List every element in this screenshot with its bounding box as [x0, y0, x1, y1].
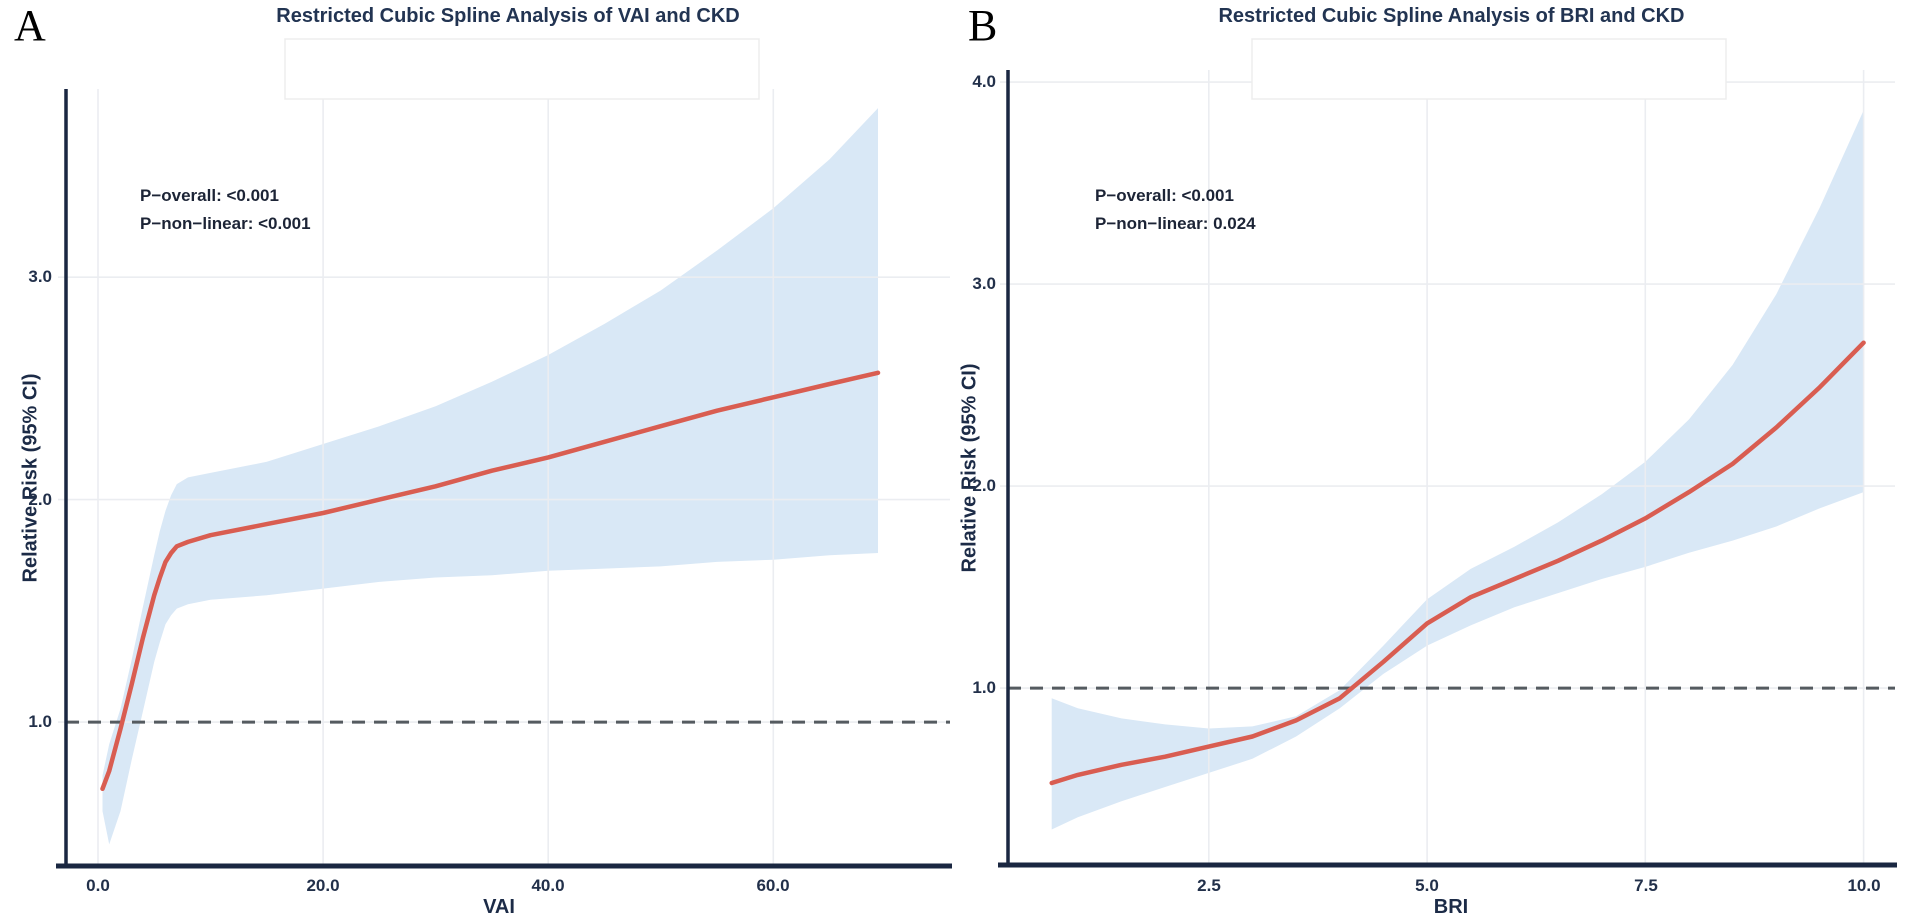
panel-a-chart [56, 38, 952, 869]
spline-curve [1049, 340, 1866, 786]
panel-b-x-tick: 7.5 [1634, 876, 1658, 895]
panel-a-x-tick: 0.0 [86, 876, 110, 895]
panel-b-y-tick: 3.0 [972, 274, 996, 293]
panel-a-y-axis-title: Relative Risk (95% CI) [19, 373, 42, 583]
panel-a-x-tick: 60.0 [756, 876, 790, 895]
panel-b-annotations: P−overall: <0.001 P−non−linear: 0.024 [1095, 182, 1256, 238]
ci-band [1051, 110, 1864, 830]
panel-b-x-tick: 5.0 [1415, 876, 1439, 895]
panel-b-x-tick: 10.0 [1847, 876, 1881, 895]
panel-a-x-axis-title: VAI [483, 896, 515, 918]
panel-a-y-tick: 1.0 [28, 712, 52, 731]
panel-a-p-nonlinear: P−non−linear: <0.001 [140, 214, 311, 233]
panel-a-x-tick: 20.0 [306, 876, 340, 895]
panel-b-p-overall: P−overall: <0.001 [1095, 186, 1234, 205]
panel-b-y-tick: 4.0 [972, 72, 996, 91]
panel-b-y-tick: 2.0 [972, 476, 996, 495]
panel-a-y-tick: 3.0 [28, 267, 52, 286]
panel-a-letter: A [14, 1, 46, 50]
panel-a-y-tick: 2.0 [28, 490, 52, 509]
ci-band [102, 108, 878, 845]
legend-box [284, 38, 760, 100]
panel-a-title: Restricted Cubic Spline Analysis of VAI … [276, 5, 740, 27]
legend-box [1251, 38, 1727, 100]
panel-b-y-axis-title: Relative Risk (95% CI) [958, 363, 981, 573]
panel-b-x-tick: 2.5 [1197, 876, 1221, 895]
panel-a-p-overall: P−overall: <0.001 [140, 186, 279, 205]
panel-b-letter: B [968, 1, 998, 50]
spline-curve [100, 370, 881, 792]
panel-b-chart [998, 38, 1897, 868]
panel-b-title: Restricted Cubic Spline Analysis of BRI … [1218, 5, 1685, 27]
panel-b-x-axis-title: BRI [1433, 896, 1469, 918]
panel-a-x-tick: 40.0 [531, 876, 565, 895]
panel-b-y-tick: 1.0 [972, 678, 996, 697]
panel-b-p-nonlinear: P−non−linear: 0.024 [1095, 214, 1256, 233]
panel-a-annotations: P−overall: <0.001 P−non−linear: <0.001 [140, 182, 311, 238]
